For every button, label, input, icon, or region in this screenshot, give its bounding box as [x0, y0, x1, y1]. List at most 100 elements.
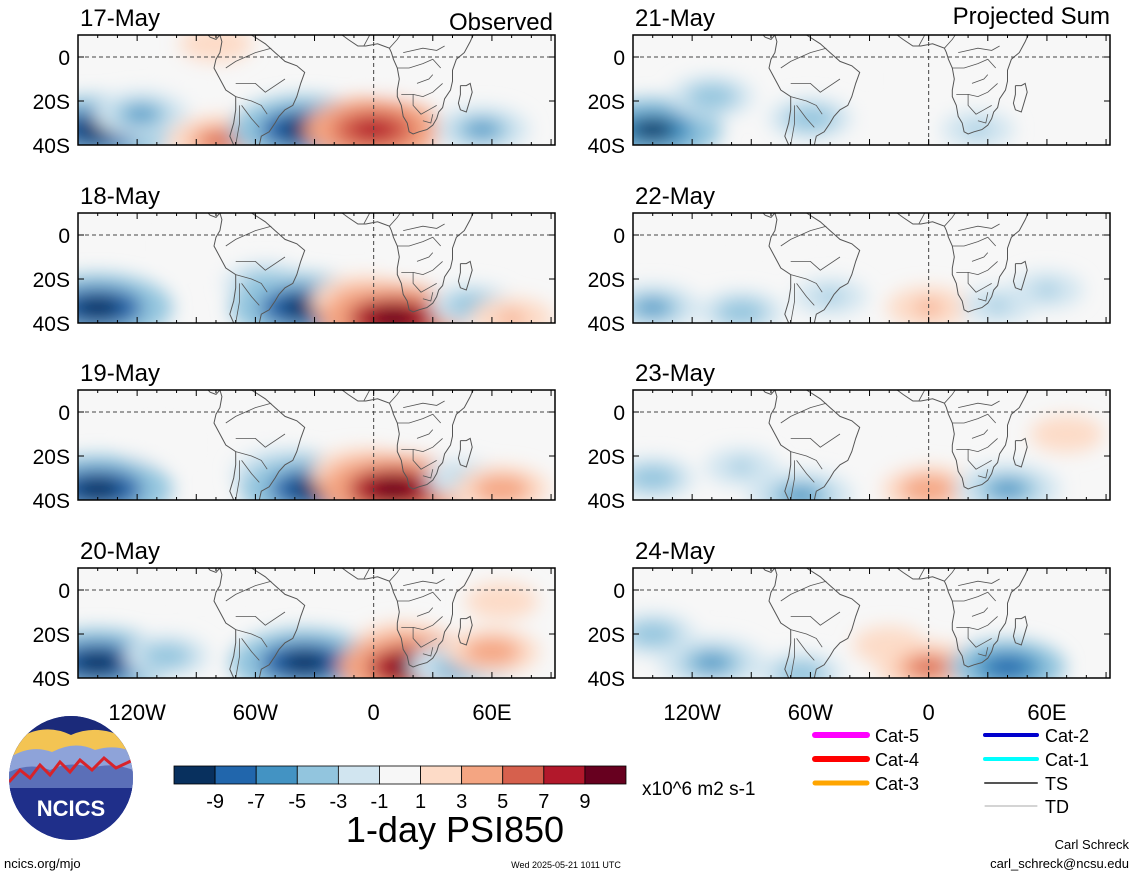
legend-item: Cat-4 — [812, 750, 919, 770]
anomaly-outer — [165, 67, 228, 100]
anomaly-core — [698, 89, 726, 104]
anomaly-core — [639, 627, 667, 641]
panel-frame — [77, 212, 556, 324]
country-border — [389, 35, 401, 49]
country-border — [977, 114, 989, 124]
country-border — [241, 638, 260, 661]
legend-label: TS — [1045, 774, 1068, 794]
country-border — [403, 223, 445, 231]
observed-title: Observed — [449, 9, 553, 36]
country-border — [412, 94, 437, 115]
coastline — [1012, 260, 1028, 291]
country-border — [363, 213, 371, 225]
projected-sum-title: Projected Sum — [953, 3, 1110, 30]
country-border — [235, 433, 286, 448]
country-border — [235, 629, 268, 648]
country-border — [967, 627, 992, 648]
anomaly-core — [153, 649, 181, 663]
anomaly-core — [466, 122, 498, 137]
anomaly-core — [694, 654, 729, 671]
anomaly-field — [78, 390, 555, 500]
country-border — [956, 438, 998, 453]
longitude-axis-labels: 120W 60W 0 60E 120W 60W 0 60E — [108, 700, 1066, 725]
map-panel: 18-May 0 20S 40S — [33, 183, 556, 336]
coastline — [896, 390, 1029, 490]
latitude-label: 40S — [33, 490, 70, 513]
anomaly-field — [633, 213, 1110, 323]
map-panel: 21-May 0 20S 40S — [588, 5, 1111, 158]
panel-date: 17-May — [80, 5, 160, 32]
anomaly-core — [729, 461, 754, 473]
coastlines — [207, 35, 474, 145]
coastline — [207, 35, 221, 40]
country-border — [422, 647, 434, 657]
latitude-label: 0 — [58, 225, 70, 248]
author-email[interactable]: carl_schreck@ncsu.edu — [990, 856, 1129, 871]
country-border — [389, 390, 401, 404]
coastline — [1012, 82, 1028, 113]
country-border — [235, 283, 241, 323]
latitude-label: 20S — [588, 446, 625, 469]
country-border — [796, 105, 815, 128]
anomaly-core — [125, 106, 157, 122]
anomaly-core — [202, 132, 237, 145]
country-border — [918, 35, 926, 47]
longitude-label: 60W — [788, 700, 833, 725]
coastline — [896, 568, 1029, 668]
legend-item: TD — [984, 797, 1069, 817]
storm-category-legend: Cat-5 Cat-2 Cat-4 Cat-1 Cat-3 TS TD — [812, 726, 1089, 817]
country-border — [780, 580, 827, 602]
colorbar-swatch — [502, 765, 545, 785]
colorbar: -9 -7 -5 -3 -1 1 3 5 7 9 — [173, 765, 627, 813]
coastline — [457, 82, 473, 113]
panel-frame — [632, 567, 1111, 679]
coastline — [768, 390, 861, 500]
anomaly-core — [78, 478, 122, 500]
coastlines — [762, 213, 1029, 323]
anomaly-field — [633, 390, 1110, 500]
anomaly-field — [78, 213, 555, 323]
country-border — [944, 390, 956, 404]
country-border — [403, 45, 445, 53]
country-border — [971, 252, 989, 262]
panel-date: 22-May — [635, 183, 715, 210]
anomaly-core — [78, 651, 122, 674]
country-border — [952, 413, 996, 424]
country-border — [918, 213, 926, 225]
anomaly-core — [369, 478, 418, 500]
country-border — [971, 74, 989, 84]
panel-date: 20-May — [80, 538, 160, 565]
legend-item: TS — [984, 774, 1068, 794]
country-border — [235, 78, 286, 93]
colorbar-tick-label: 7 — [538, 791, 549, 813]
coastlines — [762, 35, 1029, 145]
country-border — [956, 616, 998, 631]
latitude-label: 40S — [33, 313, 70, 336]
latitude-label: 20S — [588, 624, 625, 647]
country-border — [796, 283, 815, 306]
legend-label: Cat-1 — [1045, 750, 1089, 770]
coastline — [762, 568, 776, 573]
colorbar-unit: x10^6 m2 s-1 — [642, 779, 755, 800]
country-border — [389, 568, 401, 582]
country-border — [403, 400, 445, 408]
colorbar-tick-label: 1 — [415, 791, 426, 813]
colorbar-swatch — [296, 765, 339, 785]
map-panel: 22-May 0 20S 40S — [588, 183, 1111, 336]
colorbar-tick-label: 3 — [456, 791, 467, 813]
latitude-label: 40S — [33, 135, 70, 158]
coastline — [341, 35, 474, 135]
coastline — [896, 35, 1029, 135]
website-link[interactable]: ncics.org/mjo — [4, 856, 81, 871]
latitude-label: 0 — [613, 47, 625, 70]
country-border — [412, 272, 437, 293]
latitude-label: 40S — [588, 313, 625, 336]
coastlines — [762, 568, 1029, 678]
anomaly-core — [490, 595, 514, 607]
country-border — [416, 607, 434, 617]
country-border — [952, 591, 996, 602]
anomaly-core — [787, 666, 814, 678]
country-border — [225, 402, 272, 424]
colorbar-tick-label: -3 — [329, 791, 347, 813]
panel-frame — [77, 389, 556, 501]
